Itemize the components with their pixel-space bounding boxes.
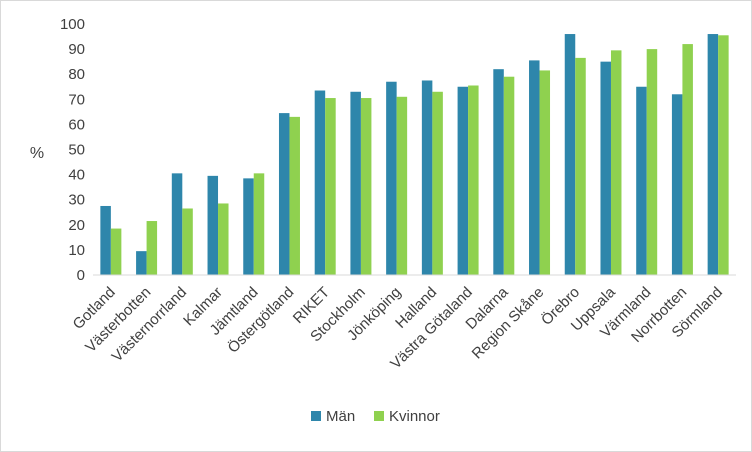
y-axis-ticks: 0 10 20 30 40 50 60 70 80 90 100 <box>60 16 85 284</box>
bar-man <box>136 251 147 275</box>
bar-kvinnor <box>253 173 265 275</box>
y-tick-label: 100 <box>60 16 85 33</box>
bar-kvinnor <box>718 35 729 275</box>
bar-kvinnor <box>539 70 551 275</box>
y-tick-label: 40 <box>68 167 85 184</box>
y-tick-label: 60 <box>68 116 85 133</box>
x-axis-labels: GotlandVästerbottenVästernorrlandKalmarJ… <box>70 283 726 372</box>
bar-kvinnor <box>575 57 586 276</box>
bar-kvinnor <box>110 228 122 275</box>
y-tick-label: 90 <box>68 41 85 58</box>
bar-man <box>314 90 326 275</box>
bar-kvinnor <box>289 116 300 276</box>
legend-label: Kvinnor <box>389 408 440 425</box>
bar-kvinnor <box>432 91 443 276</box>
y-tick-label: 70 <box>68 91 85 108</box>
legend-swatch <box>374 411 384 421</box>
y-tick-label: 0 <box>77 267 85 284</box>
y-tick-label: 10 <box>68 242 85 259</box>
bar-kvinnor <box>646 49 658 275</box>
bar-man <box>278 113 290 275</box>
bar-man <box>350 91 361 276</box>
bar-man <box>421 80 433 275</box>
bar-man <box>636 86 647 275</box>
bar-man <box>600 61 611 276</box>
bar-kvinnor <box>682 44 693 275</box>
bar-man <box>100 205 111 275</box>
bar-kvinnor <box>182 208 193 275</box>
bar-man <box>386 81 397 275</box>
legend-label: Män <box>326 408 355 425</box>
legend: Män Kvinnor <box>311 408 440 425</box>
legend-swatch <box>311 411 321 421</box>
bar-man <box>457 86 469 275</box>
bar-kvinnor <box>468 85 479 276</box>
bar-man <box>564 34 576 275</box>
bar-man <box>707 34 719 275</box>
bar-kvinnor <box>325 98 336 275</box>
bar-kvinnor <box>146 221 158 275</box>
bar-man <box>529 60 540 275</box>
bar-kvinnor <box>610 50 622 276</box>
y-tick-label: 80 <box>68 66 85 83</box>
y-tick-label: 50 <box>68 142 85 159</box>
bar-kvinnor <box>360 98 372 275</box>
bar-man <box>207 175 219 275</box>
bar-man <box>243 178 254 275</box>
bars <box>100 34 729 276</box>
bar-kvinnor <box>503 76 515 276</box>
bar-man <box>493 69 504 276</box>
bar-kvinnor <box>396 96 408 275</box>
bar-kvinnor <box>218 203 229 275</box>
bar-man <box>171 173 183 275</box>
y-tick-label: 20 <box>68 217 85 234</box>
y-tick-label: 30 <box>68 192 85 209</box>
bar-man <box>671 94 683 275</box>
y-axis-label: % <box>30 145 44 162</box>
